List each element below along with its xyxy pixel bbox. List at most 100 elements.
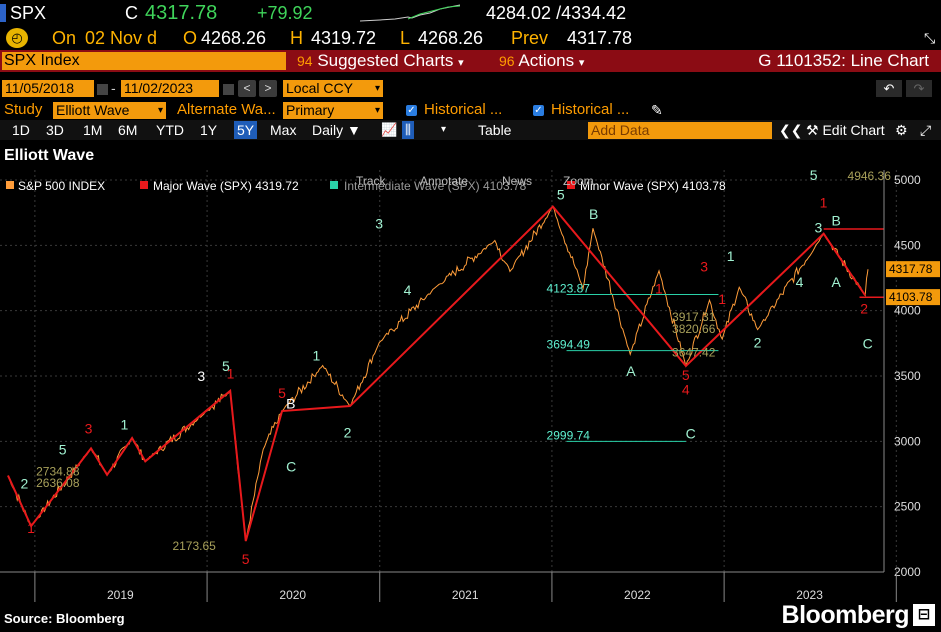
calendar-icon[interactable] <box>97 84 108 95</box>
wave-label: 3 <box>375 215 383 231</box>
edit-chart-button[interactable]: ⚒ Edit Chart <box>806 121 885 139</box>
bar-chart-icon[interactable]: ⫼ <box>402 121 414 139</box>
period-button-ytd[interactable]: YTD <box>156 122 184 138</box>
wave-label: 3 <box>85 420 93 436</box>
window-title: G 1101352: Line Chart <box>758 51 929 70</box>
y-tick-label: 5000 <box>894 173 921 187</box>
currency-value: Local CCY <box>286 80 353 96</box>
chart-toolbar: 1D 3D 1M 6M YTD 1Y 5Y Max Daily ▼ 📈 ⫼ ▾ Table A… <box>0 120 941 140</box>
actions-menu[interactable]: 96 Actions ▾ <box>499 51 584 71</box>
period-button-max[interactable]: Max <box>270 122 297 138</box>
x-tick-label: 2023 <box>796 588 823 602</box>
legend: S&P 500 INDEX Major Wave (SPX) 4319.72 I… <box>6 174 726 193</box>
last-prefix: C <box>125 3 138 23</box>
period-button-1y[interactable]: 1Y <box>200 122 218 138</box>
legend-spx: S&P 500 INDEX <box>18 179 105 193</box>
y-tick-label: 2500 <box>894 500 921 514</box>
last-price: 4317.78 <box>145 2 218 24</box>
study-select[interactable]: Elliott Wave ▾ <box>53 102 166 119</box>
y-tick-label: 4000 <box>894 304 921 318</box>
chevron-down-icon: ▾ <box>578 57 585 69</box>
expand-icon[interactable]: ⤢ <box>920 122 932 138</box>
y-tick-label: 4500 <box>894 238 921 252</box>
wave-label: A <box>831 274 841 290</box>
annotate-button[interactable]: Annotate <box>420 174 468 188</box>
wrench-icon: ⚒ <box>806 122 819 138</box>
redo-button[interactable]: ↷ <box>906 80 932 97</box>
wave-label: 4 <box>404 282 412 298</box>
clock-icon: ◴ <box>6 28 28 48</box>
security-field[interactable]: SPX Index <box>2 52 286 70</box>
add-data-input[interactable]: Add Data <box>588 122 772 139</box>
news-button[interactable]: News <box>502 174 532 188</box>
currency-select[interactable]: Local CCY ▾ <box>283 80 383 97</box>
calendar-icon[interactable] <box>223 84 234 95</box>
suggested-num: 94 <box>297 53 313 69</box>
series-layer: 4123.87 3694.49 2999.74 <box>7 205 884 542</box>
undo-button[interactable]: ↶ <box>876 80 902 97</box>
settings-icon[interactable]: ⚙ <box>895 122 908 138</box>
wave-label: B <box>831 213 840 229</box>
collapse-icon[interactable]: ❮❮ <box>779 122 803 138</box>
wave-label: A <box>626 363 636 379</box>
day-range: 4284.02 /4334.42 <box>486 3 627 23</box>
date-row: 11/05/2018 - 11/02/2023 < > Local CCY ▾ ↶… <box>0 80 941 100</box>
historical-label-1: Historical ... <box>424 101 503 118</box>
wave-label: 1 <box>820 194 828 210</box>
wave-label: 1 <box>121 417 129 433</box>
interval-select[interactable]: Daily ▼ <box>312 122 361 138</box>
start-date-field[interactable]: 11/05/2018 <box>2 80 94 97</box>
table-button[interactable]: Table <box>478 122 512 138</box>
wave-level-label: 2636.08 <box>36 476 80 490</box>
grid <box>0 170 897 573</box>
date-separator: - <box>111 80 116 96</box>
wave-label: 1 <box>227 366 235 382</box>
wave-label: B <box>286 396 295 412</box>
wave-label: 5 <box>59 441 67 457</box>
x-axis: 2019 2020 2021 2022 2023 <box>0 571 897 602</box>
high-value: 4319.72 <box>311 28 377 48</box>
chevron-down-icon: ▾ <box>374 105 380 116</box>
actions-label: Actions <box>518 51 575 70</box>
period-button-1d[interactable]: 1D <box>12 122 30 138</box>
wave-label: 4 <box>796 274 804 290</box>
period-button-6m[interactable]: 6M <box>118 122 138 138</box>
interval-value: Daily <box>312 122 344 138</box>
sparkline <box>360 4 460 22</box>
y-tick-label: 2000 <box>894 565 921 579</box>
period-button-5y[interactable]: 5Y <box>234 121 258 139</box>
wave-label: C <box>863 336 873 352</box>
line-chart-icon[interactable]: 📈 <box>381 122 398 137</box>
bloomberg-logo: Bloomberg <box>781 601 910 629</box>
fib-level-label: 3694.49 <box>547 338 591 352</box>
historical-checkbox-1[interactable]: ✓ <box>406 105 417 116</box>
track-button[interactable]: Track <box>356 174 387 188</box>
suggested-charts-menu[interactable]: 94 Suggested Charts ▾ <box>297 51 464 71</box>
legend-swatch-major <box>140 181 148 189</box>
price-chart[interactable]: 4123.87 3694.49 2999.74 2000 2500 3000 3500 40… <box>0 170 941 602</box>
wave-label: 1 <box>313 347 321 363</box>
prev-period-button[interactable]: < <box>238 80 256 97</box>
period-button-1m[interactable]: 1M <box>83 122 103 138</box>
expand-icon[interactable]: ⤡ <box>924 30 936 46</box>
net-change: +79.92 <box>257 3 313 23</box>
alternate-select[interactable]: Primary ▾ <box>283 102 383 119</box>
zoom-button[interactable]: Zoom <box>563 174 594 188</box>
quote-bar: SPX C 4317.78 +79.92 4284.02 /4334.42 <box>0 0 941 26</box>
next-period-button[interactable]: > <box>259 80 277 97</box>
end-date-field[interactable]: 11/02/2023 <box>121 80 219 97</box>
study-value: Elliott Wave <box>56 102 130 118</box>
chevron-down-icon: ▾ <box>374 83 380 94</box>
wave-level-label: 2173.65 <box>172 539 216 553</box>
fib-level-label: 2999.74 <box>547 428 591 442</box>
pencil-icon[interactable]: ✎ <box>651 102 663 118</box>
chevron-down-icon[interactable]: ▾ <box>441 124 447 135</box>
legend-swatch-spx <box>6 181 14 189</box>
period-button-3d[interactable]: 3D <box>46 122 64 138</box>
wave-level-label: 4946.36 <box>848 170 892 183</box>
chart-title: Elliott Wave <box>4 147 95 164</box>
prev-value: 4317.78 <box>567 28 633 48</box>
price-tag <box>886 289 940 306</box>
historical-checkbox-2[interactable]: ✓ <box>533 105 544 116</box>
